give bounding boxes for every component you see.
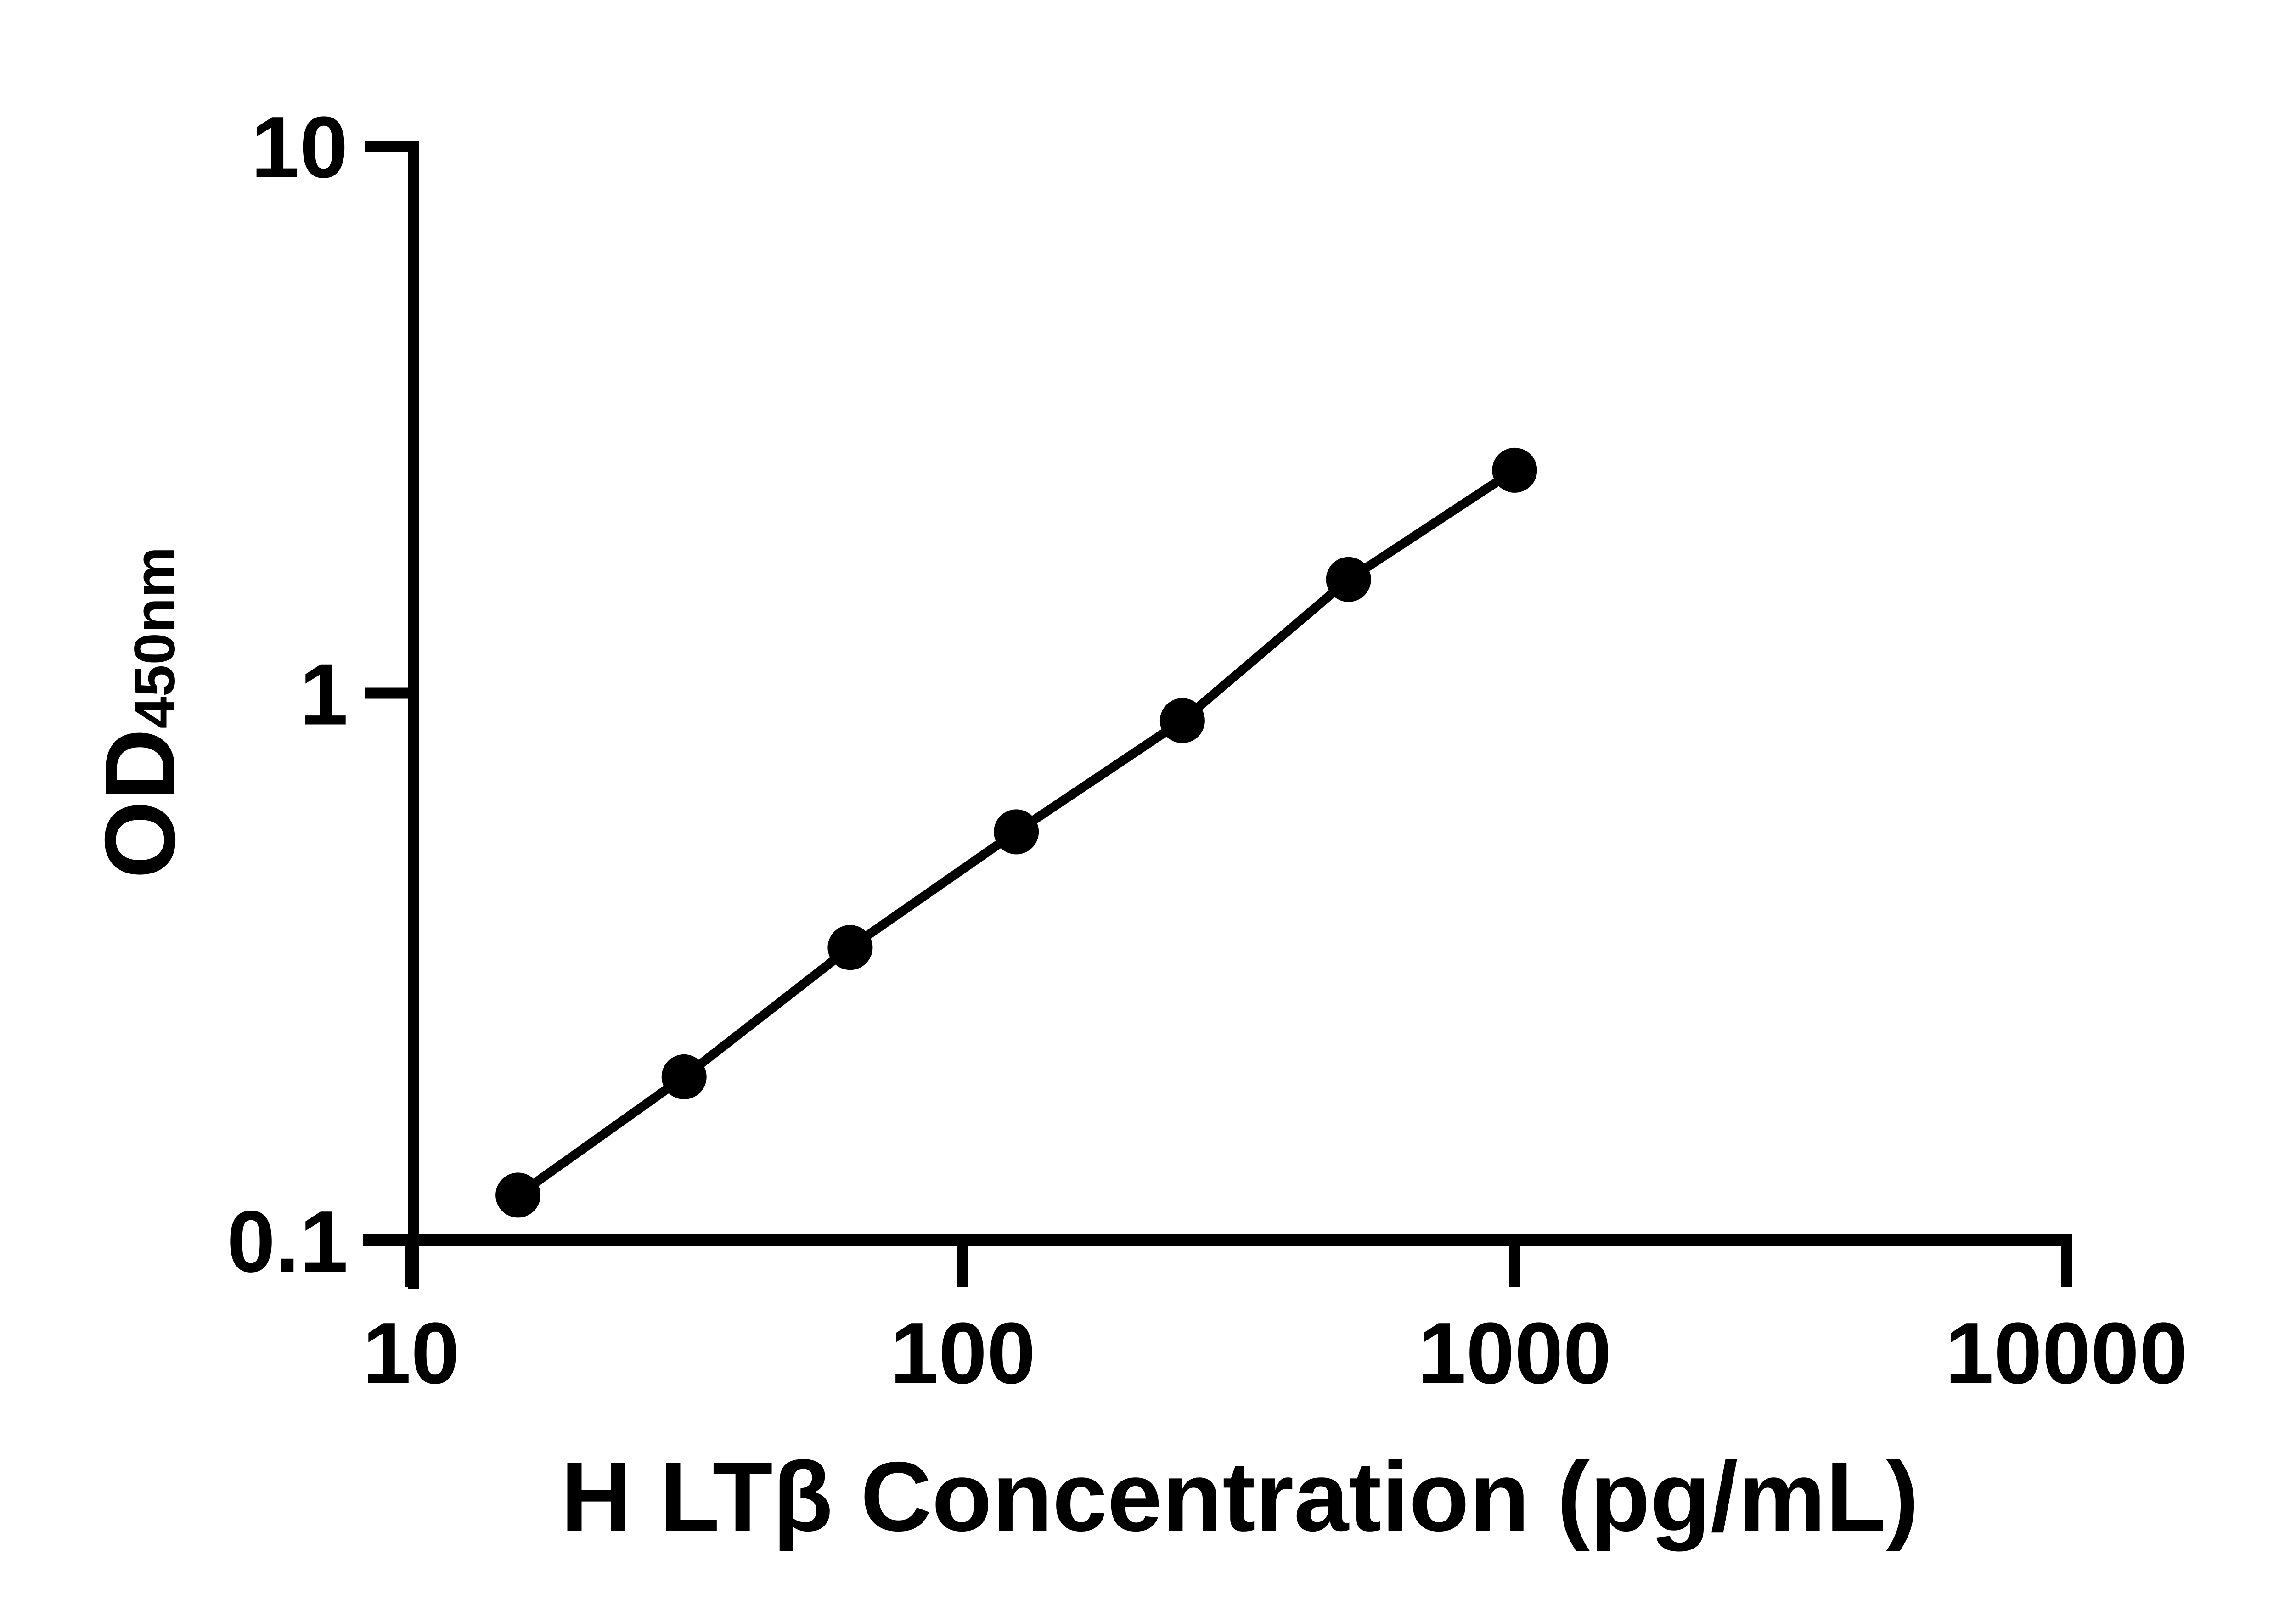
y-tick-label: 0.1 — [227, 1193, 348, 1290]
axes — [363, 141, 2072, 1289]
x-tick-label: 10 — [362, 1305, 459, 1402]
y-axis-title-sub: 450nm — [123, 546, 187, 728]
x-ticks — [405, 1240, 2072, 1287]
y-tick-labels: 0.1 1 10 — [227, 99, 348, 1290]
x-tick-label: 1000 — [1418, 1305, 1612, 1402]
x-axis-title: H LTβ Concentration (pg/mL) — [561, 1441, 1919, 1552]
y-axis-title: OD450nm — [84, 546, 196, 879]
x-tick-label: 100 — [890, 1305, 1035, 1402]
data-point-marker — [661, 1054, 707, 1099]
y-tick-label: 10 — [251, 99, 348, 196]
data-series-standard-curve — [495, 447, 1537, 1218]
y-tick-label: 1 — [299, 646, 348, 743]
y-axis-title-main: OD — [84, 729, 196, 879]
data-point-marker — [1492, 447, 1537, 493]
data-point-marker — [495, 1172, 541, 1218]
data-point-marker — [827, 925, 873, 970]
data-point-marker — [1326, 557, 1371, 602]
y-ticks — [365, 141, 414, 1246]
x-tick-labels: 10 100 1000 10000 — [362, 1305, 2188, 1402]
data-point-marker — [994, 809, 1039, 855]
x-tick-label: 10000 — [1945, 1305, 2188, 1402]
data-point-marker — [1159, 698, 1205, 743]
